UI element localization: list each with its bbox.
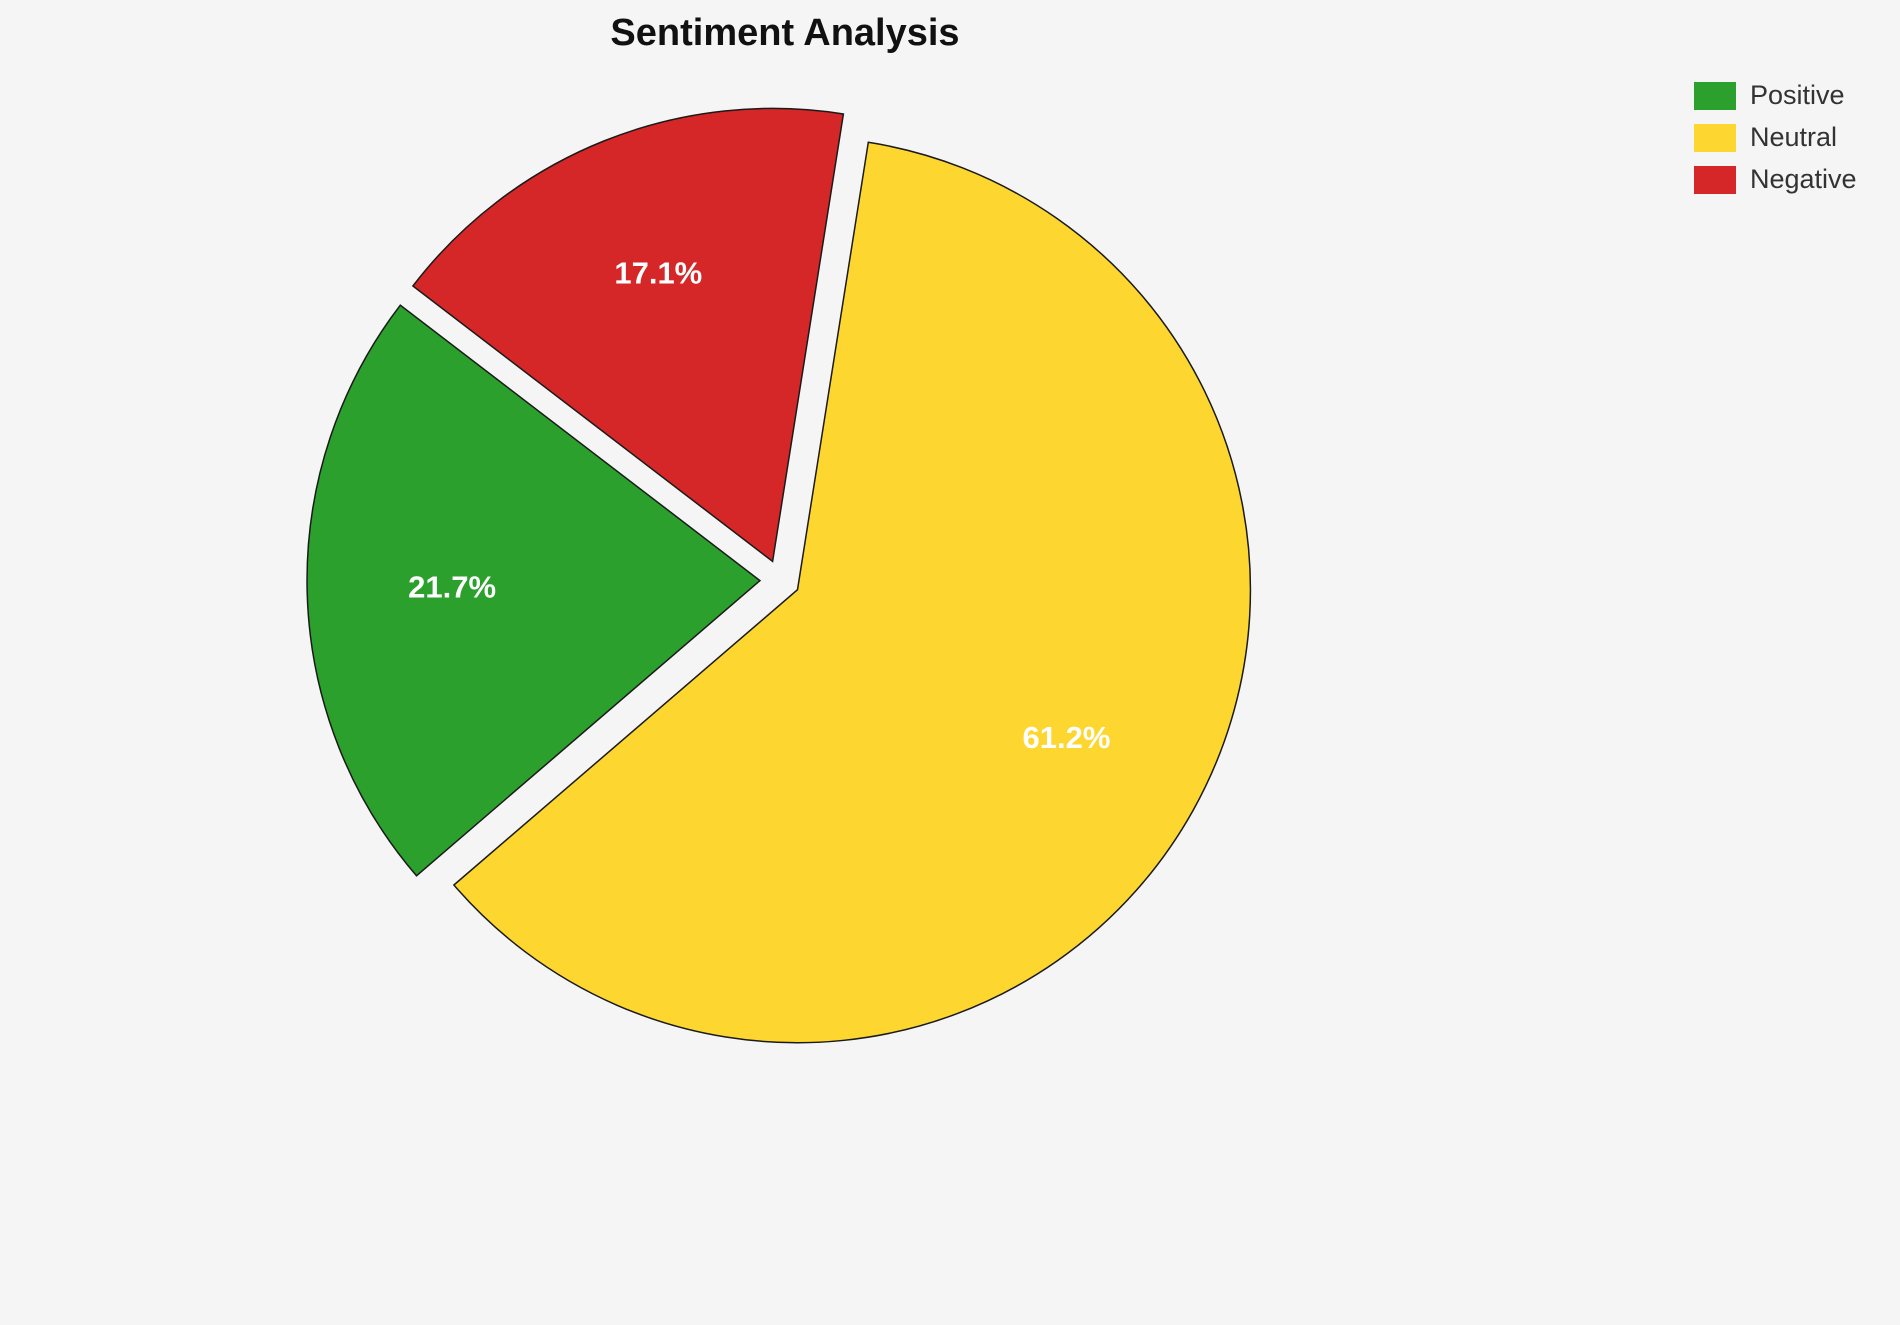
pie-slice-label-neutral: 61.2% (1023, 720, 1111, 755)
legend-swatch-neutral (1694, 123, 1736, 152)
pie-slice-positive (306, 304, 762, 877)
pie-slice-negative (411, 107, 845, 563)
pie-slice-label-positive: 21.7% (408, 569, 496, 604)
legend-item-positive[interactable]: Positive (1694, 80, 1862, 111)
legend-label-neutral: Neutral (1750, 122, 1838, 152)
legend-item-neutral[interactable]: Neutral (1694, 122, 1862, 153)
pie-slice-label-negative: 17.1% (614, 256, 702, 291)
legend-item-negative[interactable]: Negative (1694, 164, 1862, 195)
legend-swatch-positive (1694, 81, 1736, 110)
pie-slices-group (306, 107, 1252, 1044)
pie-labels-group: 61.2% 21.7% 17.1% (408, 256, 1110, 755)
chart-legend: Positive Neutral Negative (1694, 80, 1862, 195)
legend-label-negative: Negative (1750, 164, 1857, 194)
legend-swatch-negative (1694, 165, 1736, 194)
legend-label-positive: Positive (1750, 80, 1845, 110)
chart-title: Sentiment Analysis (610, 12, 960, 54)
pie-slice-neutral (452, 141, 1252, 1044)
